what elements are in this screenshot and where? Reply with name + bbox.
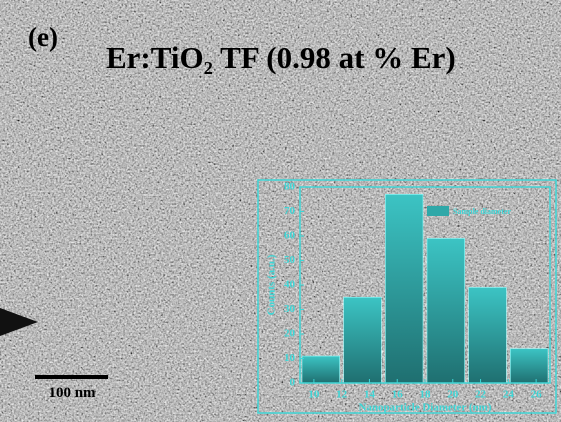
legend-swatch [427, 206, 449, 216]
y-tick-label: 30 [284, 303, 296, 315]
x-tick-label: 24 [503, 389, 515, 401]
y-tick-label: 60 [284, 230, 296, 242]
figure: (e) Er:TiO₂ TF (0.98 at % Er) 100 nm 0 10… [0, 0, 561, 422]
x-tick-label: 12 [336, 389, 348, 401]
bar [469, 287, 507, 383]
x-tick-label: 18 [420, 389, 432, 401]
y-tick-label: 70 [284, 205, 296, 217]
panel-label: (e) [28, 22, 58, 52]
y-tick-label: 20 [284, 328, 296, 340]
x-tick-label: 20 [447, 389, 459, 401]
page: {"panel_label": "(e)", "title": "Er:TiO₂… [0, 0, 561, 422]
y-tick-label: 40 [284, 279, 296, 291]
x-tick-label: 14 [364, 389, 376, 401]
y-tick-label: 0 [290, 377, 296, 389]
legend-label: Sample diameter [453, 207, 511, 216]
bar [427, 238, 465, 383]
x-tick-label: 22 [475, 389, 487, 401]
y-axis-label: Counts (a.u.) [266, 254, 278, 315]
scale-label: 100 nm [48, 385, 96, 401]
y-tick-label: 10 [284, 352, 296, 364]
x-tick-label: 10 [308, 389, 320, 401]
bar [344, 297, 382, 383]
y-tick-label: 50 [284, 254, 296, 266]
x-tick-label: 26 [531, 389, 543, 401]
x-axis-label: Nanoparticle Diameter (nm) [359, 402, 492, 414]
y-tick-label: 80 [284, 181, 296, 193]
x-tick-label: 16 [392, 389, 404, 401]
figure-title: Er:TiO₂ TF (0.98 at % Er) [106, 40, 456, 75]
bar [385, 194, 423, 383]
bar [302, 356, 340, 383]
bar [510, 349, 548, 383]
